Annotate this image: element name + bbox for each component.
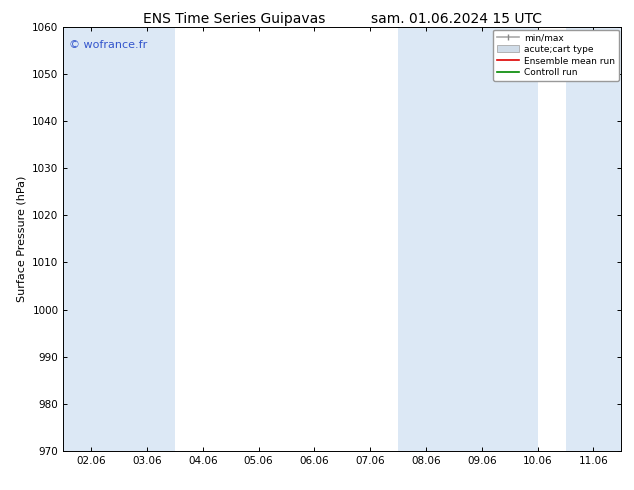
Bar [398,27,538,451]
Text: ENS Time Series Guipavas: ENS Time Series Guipavas [143,12,326,26]
Text: © wofrance.fr: © wofrance.fr [69,40,147,49]
Bar [566,27,621,451]
Text: sam. 01.06.2024 15 UTC: sam. 01.06.2024 15 UTC [371,12,542,26]
Y-axis label: Surface Pressure (hPa): Surface Pressure (hPa) [16,176,27,302]
Legend: min/max, acute;cart type, Ensemble mean run, Controll run: min/max, acute;cart type, Ensemble mean … [493,30,619,81]
Bar [63,27,175,451]
